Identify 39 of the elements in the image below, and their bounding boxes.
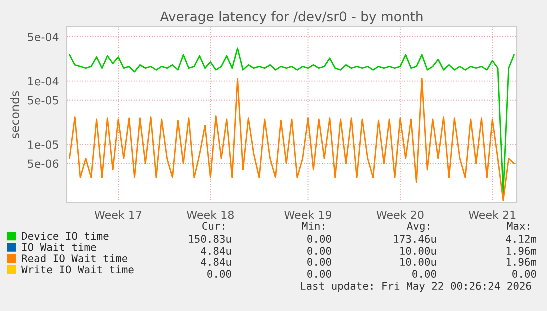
text: 0.00 xyxy=(208,270,232,278)
x-tick-label: Week 20 xyxy=(376,210,424,220)
legend-label: Write IO Wait time xyxy=(22,266,134,274)
text: 0.00 xyxy=(308,247,332,256)
text: 150.83u xyxy=(189,235,232,244)
text: Last update: Fri May 22 00:26:24 2026 xyxy=(301,282,532,292)
legend-label: Read IO Wait time xyxy=(22,254,128,262)
x-tick-label: Week 19 xyxy=(284,210,332,220)
chart-title: Average latency for /dev/sr0 - by month xyxy=(160,11,423,24)
y-tick-label: 5e-06 xyxy=(28,160,59,168)
x-tick-label: Week 21 xyxy=(468,210,516,220)
text: 4.84u xyxy=(201,247,232,256)
text: 10.00u xyxy=(400,247,436,256)
text: 0.00 xyxy=(308,235,332,244)
text: Avg: xyxy=(407,222,430,232)
y-tick-label: 1e-04 xyxy=(28,77,59,86)
y-tick-label: 5e-04 xyxy=(28,33,59,42)
text: 0.00 xyxy=(512,270,536,278)
text: 0.00 xyxy=(308,270,332,278)
text: 173.46u xyxy=(394,235,436,244)
text: 1.96m xyxy=(506,258,537,266)
legend-label: IO Wait time xyxy=(22,243,96,252)
x-tick-label: Week 17 xyxy=(94,210,142,220)
legend-label: Device IO time xyxy=(22,232,109,240)
y-tick-label: 5e-05 xyxy=(28,96,58,105)
y-tick-label: 1e-05 xyxy=(28,140,58,150)
text: 4.84u xyxy=(201,258,232,266)
text: 1.96m xyxy=(506,247,537,256)
text: Max: xyxy=(507,222,530,230)
text: 0.00 xyxy=(308,258,332,266)
x-tick-label: Week 18 xyxy=(186,210,234,220)
text: 10.00u xyxy=(400,258,436,266)
text: 4.12m xyxy=(506,235,537,243)
line-series xyxy=(69,48,515,194)
text: Cur: xyxy=(202,222,224,230)
y-axis-title: seconds xyxy=(10,91,20,138)
text: Min: xyxy=(302,222,324,230)
line-series xyxy=(69,78,515,202)
text: 0.00 xyxy=(412,270,436,278)
